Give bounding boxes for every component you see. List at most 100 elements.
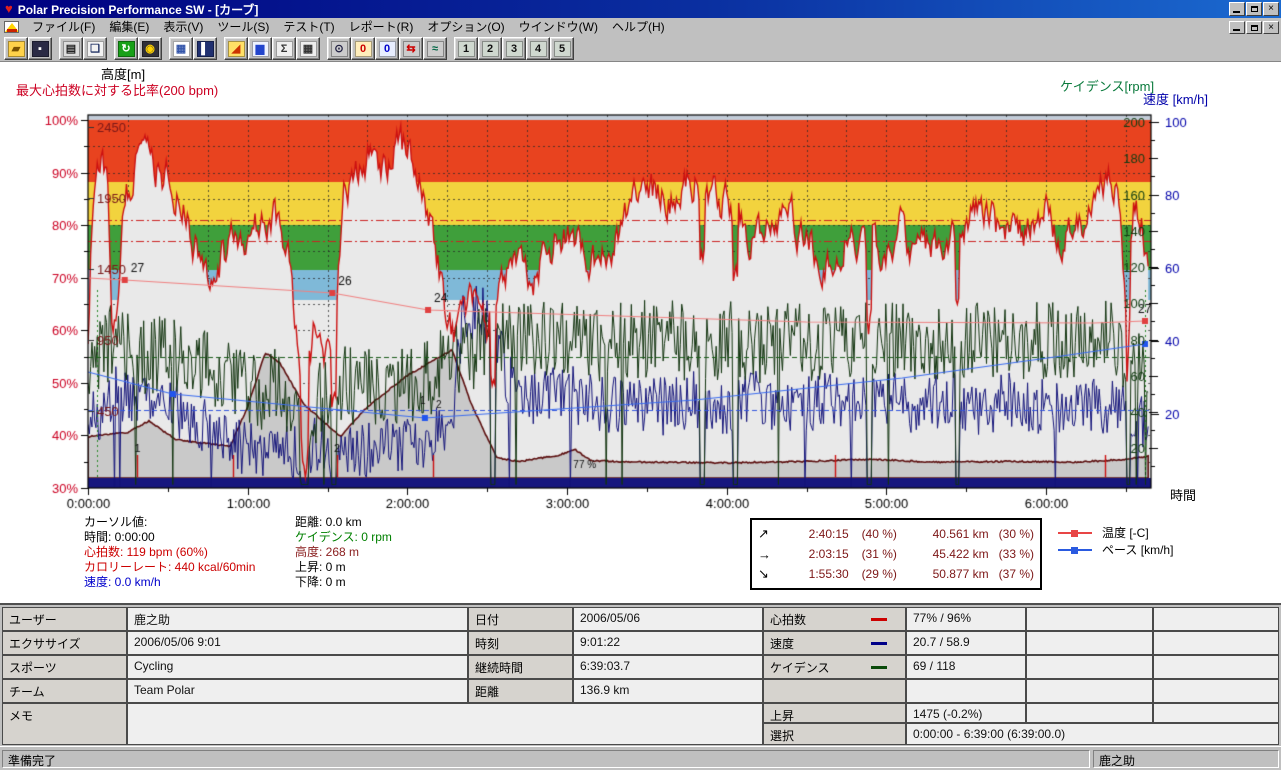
lap-chart-2-button[interactable]: 2: [478, 37, 502, 60]
table-value-memo: [127, 703, 763, 745]
table-label: エクササイズ: [2, 631, 127, 655]
curve-view-button[interactable]: ◢: [224, 37, 248, 60]
table-empty-cell: [1026, 679, 1153, 703]
hr-monitor-icon: ◉: [141, 40, 159, 57]
distribution-view-button[interactable]: ▆: [248, 37, 272, 60]
segment-time-pct: (31 %): [861, 547, 897, 561]
segment-time-pct: (29 %): [861, 567, 897, 581]
climb-summary-box: ↗ 2:40:15 (40 %) 40.561 km (30 %) → 2:03:15 (31…: [750, 518, 1042, 590]
chart-legend: 温度 [-C] ペース [km/h]: [1058, 524, 1173, 558]
segment-time-pct: (40 %): [861, 527, 897, 541]
segment-distance: 50.877 km: [932, 567, 989, 581]
menu-help[interactable]: ヘルプ(H): [611, 20, 665, 34]
table-label: ケイデンス: [763, 655, 906, 679]
diary-button[interactable]: ▦: [169, 37, 193, 60]
table-view-button[interactable]: ▦: [296, 37, 320, 60]
series-color-dash-icon: [871, 666, 887, 669]
segment-time: 2:03:15: [808, 547, 849, 561]
table-empty-cell: [1153, 631, 1279, 655]
table-value: 2006/05/06 9:01: [127, 631, 468, 655]
table-value: 9:01:22: [573, 631, 763, 655]
lap-chart-5-button[interactable]: 5: [550, 37, 574, 60]
menu-file[interactable]: ファイル(F): [32, 20, 96, 34]
table-label: 上昇: [763, 703, 906, 723]
table-value: 136.9 km: [573, 679, 763, 703]
menu-tools[interactable]: ツール(S): [217, 20, 270, 34]
legend-label: ペース [km/h]: [1102, 543, 1174, 557]
lap-chart-4-button[interactable]: 4: [526, 37, 550, 60]
copy-button[interactable]: ❏: [83, 37, 107, 60]
curve-info-2-button[interactable]: 0: [375, 37, 399, 60]
status-message: 準備完了: [2, 750, 1090, 768]
child-restore-button[interactable]: [1246, 20, 1262, 34]
table-view-icon: ▦: [299, 40, 317, 57]
minimize-button[interactable]: [1229, 2, 1245, 16]
direction-arrow-icon: ↘: [758, 566, 769, 581]
curve-view-icon: ◢: [227, 40, 245, 57]
child-close-button[interactable]: ×: [1263, 20, 1279, 34]
compare-button[interactable]: ⇆: [399, 37, 423, 60]
zoom-icon: ⊙: [330, 40, 348, 57]
table-label-memo: メモ: [2, 703, 127, 745]
lap-chart-1-icon: 1: [457, 40, 475, 57]
selection-view-button[interactable]: Σ: [272, 37, 296, 60]
cursor-value-line: カーソル値:: [84, 515, 148, 529]
table-label: 継続時間: [468, 655, 573, 679]
time-axis-title: 時間: [1170, 488, 1197, 503]
logbook-button[interactable]: ▌: [193, 37, 217, 60]
menu-view[interactable]: 表示(V): [163, 20, 204, 34]
table-label: 距離: [468, 679, 573, 703]
table-label: チーム: [2, 679, 127, 703]
cursor-value-line: 下降: 0 m: [295, 575, 346, 589]
logbook-icon: ▌: [196, 40, 214, 57]
cursor-value-line: 上昇: 0 m: [295, 560, 346, 574]
legend-item: ペース [km/h]: [1058, 541, 1173, 558]
cursor-values-panel: カーソル値: 時間: 0:00:00 心拍数: 119 bpm (60%) カロリーレ…: [84, 515, 255, 590]
table-label: ユーザー: [2, 607, 127, 631]
table-label: 選択: [763, 723, 906, 745]
menu-edit[interactable]: 編集(E): [109, 20, 150, 34]
lap-chart-3-icon: 3: [505, 40, 523, 57]
multi-curve-button[interactable]: ≈: [423, 37, 447, 60]
menu-options[interactable]: オプション(O): [427, 20, 505, 34]
close-button[interactable]: ×: [1263, 2, 1279, 16]
climb-summary-row: ↗ 2:40:15 (40 %) 40.561 km (30 %): [758, 524, 1034, 544]
copy-icon: ❏: [86, 40, 104, 57]
table-label: [763, 679, 906, 703]
table-value: 69 / 118: [906, 655, 1026, 679]
table-value: 6:39:03.7: [573, 655, 763, 679]
table-empty-cell: [1153, 607, 1279, 631]
legend-line-marker-icon: [1058, 546, 1092, 554]
hr-monitor-button[interactable]: ◉: [138, 37, 162, 60]
cursor-value-line: 時間: 0:00:00: [84, 530, 155, 544]
zoom-button[interactable]: ⊙: [327, 37, 351, 60]
menu-report[interactable]: レポート(R): [348, 20, 414, 34]
child-window-icon: [4, 21, 19, 33]
segment-distance: 40.561 km: [932, 527, 989, 541]
table-value: 1475 (-0.2%): [906, 703, 1026, 723]
cursor-value-line: 高度: 268 m: [295, 545, 360, 559]
table-empty-cell: [1153, 655, 1279, 679]
cursor-value-line: ケイデンス: 0 rpm: [295, 530, 392, 544]
transfer-button[interactable]: ↻: [114, 37, 138, 60]
lap-chart-5-icon: 5: [553, 40, 571, 57]
table-value: 2006/05/06: [573, 607, 763, 631]
menu-bar: ファイル(F) 編集(E) 表示(V) ツール(S) テスト(T) レポート(R) オプショ…: [0, 18, 1281, 36]
lap-chart-1-button[interactable]: 1: [454, 37, 478, 60]
curve-info-1-button[interactable]: 0: [351, 37, 375, 60]
segment-distance-pct: (33 %): [998, 547, 1034, 561]
segment-distance-pct: (30 %): [998, 527, 1034, 541]
menu-window[interactable]: ウインドウ(W): [518, 20, 598, 34]
print-button[interactable]: ▤: [59, 37, 83, 60]
save-button[interactable]: ▪: [28, 37, 52, 60]
menu-test[interactable]: テスト(T): [283, 20, 335, 34]
curve-view: 高度[m] 最大心拍数に対する比率(200 bpm) ケイデンス[rpm] 速度…: [0, 62, 1281, 603]
curve-info-2-icon: 0: [378, 40, 396, 57]
restore-button[interactable]: [1246, 2, 1262, 16]
open-file-button[interactable]: ▰: [4, 37, 28, 60]
lap-chart-3-button[interactable]: 3: [502, 37, 526, 60]
table-empty-cell: [1153, 703, 1279, 723]
exercise-curve-chart[interactable]: [0, 62, 1281, 517]
child-minimize-button[interactable]: [1229, 20, 1245, 34]
